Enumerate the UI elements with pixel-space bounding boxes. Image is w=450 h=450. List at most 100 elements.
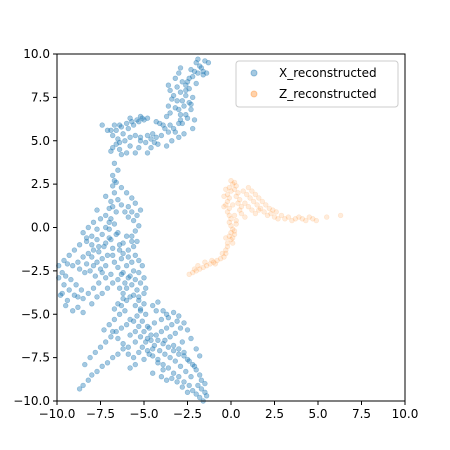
point-1-96 (231, 231, 238, 238)
point-0-237 (151, 342, 158, 349)
point-0-224 (197, 394, 203, 401)
point-0-247 (162, 337, 168, 343)
point-1-50 (250, 198, 257, 205)
point-0-233 (172, 358, 179, 364)
point-0-246 (167, 334, 173, 340)
point-0-330 (120, 240, 126, 246)
point-0-271 (165, 315, 172, 321)
point-0-334 (99, 269, 105, 276)
point-0-310 (71, 292, 78, 298)
point-1-84 (256, 207, 262, 213)
point-0-169 (108, 334, 114, 340)
point-0-178 (120, 290, 126, 297)
point-0-370 (94, 226, 100, 232)
point-0-142 (134, 287, 140, 293)
point-1-28 (200, 264, 206, 271)
point-0-163 (76, 386, 83, 392)
point-1-49 (247, 195, 253, 201)
point-0-179 (116, 285, 123, 291)
point-1-19 (224, 243, 231, 250)
point-0-238 (148, 337, 154, 343)
point-0-153 (125, 344, 132, 350)
point-0-96 (176, 120, 182, 127)
point-1-32 (186, 271, 192, 277)
point-0-170 (113, 328, 119, 335)
point-1-79 (273, 209, 279, 215)
point-0-214 (150, 353, 156, 359)
point-0-140 (132, 276, 139, 283)
point-0-386 (118, 184, 125, 191)
point-0-272 (170, 309, 177, 316)
point-0-361 (120, 341, 126, 347)
point-0-164 (82, 361, 88, 368)
legend-marker-x-reconstructed (250, 69, 258, 77)
point-1-87 (233, 221, 239, 227)
point-0-112 (113, 209, 119, 215)
point-0-60 (130, 122, 137, 128)
point-0-50 (139, 115, 146, 121)
y-tick-label-1: −7.5 (21, 351, 50, 365)
point-0-362 (125, 351, 132, 357)
point-0-300 (80, 295, 86, 302)
point-0-77 (122, 138, 128, 144)
point-1-44 (235, 200, 241, 206)
point-0-146 (137, 308, 144, 314)
point-1-40 (231, 186, 238, 193)
point-1-88 (231, 228, 238, 234)
point-1-66 (306, 214, 312, 220)
point-0-171 (118, 325, 125, 331)
point-0-256 (195, 382, 201, 389)
point-0-31 (170, 125, 177, 132)
point-0-323 (115, 197, 121, 203)
point-0-240 (158, 328, 165, 335)
point-1-51 (254, 202, 260, 208)
point-0-206 (143, 311, 149, 317)
point-0-321 (102, 193, 109, 200)
point-0-141 (129, 282, 135, 288)
point-0-245 (172, 330, 179, 336)
point-0-184 (111, 259, 118, 265)
point-0-82 (118, 151, 125, 158)
point-0-45 (150, 131, 156, 137)
point-1-59 (282, 216, 288, 222)
point-0-229 (169, 375, 175, 382)
point-0-139 (127, 273, 133, 279)
point-0-84 (104, 127, 111, 134)
point-0-79 (132, 132, 139, 139)
point-0-12 (188, 66, 194, 73)
point-0-301 (75, 294, 81, 300)
point-0-311 (76, 266, 83, 272)
point-0-377 (61, 257, 67, 264)
point-0-203 (136, 294, 142, 300)
point-0-100 (203, 70, 210, 76)
point-0-313 (89, 242, 95, 248)
point-0-276 (188, 335, 194, 342)
point-0-158 (99, 363, 105, 369)
point-0-261 (170, 348, 177, 354)
point-1-97 (230, 240, 236, 246)
point-0-359 (109, 328, 116, 335)
point-1-36 (195, 263, 201, 269)
point-0-27 (184, 115, 191, 121)
point-1-52 (257, 205, 264, 212)
point-0-268 (150, 302, 156, 309)
point-1-95 (233, 217, 239, 224)
point-1-62 (292, 216, 299, 222)
point-0-391 (62, 302, 69, 309)
point-0-349 (115, 276, 121, 283)
legend-marker-z-reconstructed (250, 90, 258, 98)
point-1-17 (228, 236, 234, 243)
point-0-55 (113, 127, 119, 134)
point-0-133 (116, 242, 123, 248)
point-0-371 (90, 219, 97, 226)
point-0-94 (179, 98, 186, 104)
point-1-85 (238, 210, 245, 217)
point-0-248 (170, 342, 177, 349)
point-0-21 (186, 85, 192, 92)
point-0-348 (109, 280, 116, 286)
point-1-46 (237, 207, 243, 213)
point-0-65 (127, 115, 133, 121)
point-0-306 (59, 269, 65, 276)
point-0-314 (94, 236, 100, 243)
point-0-312 (82, 269, 88, 276)
